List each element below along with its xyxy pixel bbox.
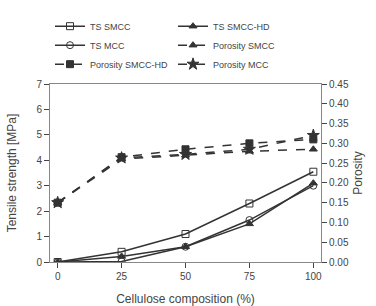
svg-text:0: 0 xyxy=(36,257,42,268)
svg-text:3: 3 xyxy=(36,180,42,191)
svg-text:0.25: 0.25 xyxy=(329,158,349,169)
svg-text:0.10: 0.10 xyxy=(329,217,349,228)
svg-text:1: 1 xyxy=(36,231,42,242)
svg-text:0.05: 0.05 xyxy=(329,237,349,248)
svg-text:7: 7 xyxy=(36,79,42,90)
svg-text:0: 0 xyxy=(55,271,61,282)
svg-text:25: 25 xyxy=(116,271,128,282)
svg-text:Porosity MCC: Porosity MCC xyxy=(213,60,269,70)
svg-text:2: 2 xyxy=(36,206,42,217)
svg-text:5: 5 xyxy=(36,129,42,140)
svg-text:0.40: 0.40 xyxy=(329,98,349,109)
svg-text:0.30: 0.30 xyxy=(329,138,349,149)
svg-text:TS SMCC: TS SMCC xyxy=(90,22,131,32)
svg-text:6: 6 xyxy=(36,104,42,115)
svg-text:0.20: 0.20 xyxy=(329,177,349,188)
svg-text:TS MCC: TS MCC xyxy=(90,41,125,51)
svg-text:50: 50 xyxy=(180,271,192,282)
svg-text:0.35: 0.35 xyxy=(329,118,349,129)
svg-text:Porosity: Porosity xyxy=(351,151,365,194)
svg-text:0.00: 0.00 xyxy=(329,257,349,268)
svg-text:TS SMCC-HD: TS SMCC-HD xyxy=(213,22,270,32)
svg-text:0.45: 0.45 xyxy=(329,79,349,90)
svg-text:4: 4 xyxy=(36,155,42,166)
svg-text:Cellulose composition (%): Cellulose composition (%) xyxy=(116,292,255,306)
svg-text:0.15: 0.15 xyxy=(329,197,349,208)
svg-text:75: 75 xyxy=(244,271,256,282)
svg-text:100: 100 xyxy=(305,271,322,282)
svg-text:Porosity SMCC-HD: Porosity SMCC-HD xyxy=(90,60,168,70)
svg-text:Tensile strength [MPa]: Tensile strength [MPa] xyxy=(5,114,19,233)
svg-text:Porosity SMCC: Porosity SMCC xyxy=(213,41,275,51)
